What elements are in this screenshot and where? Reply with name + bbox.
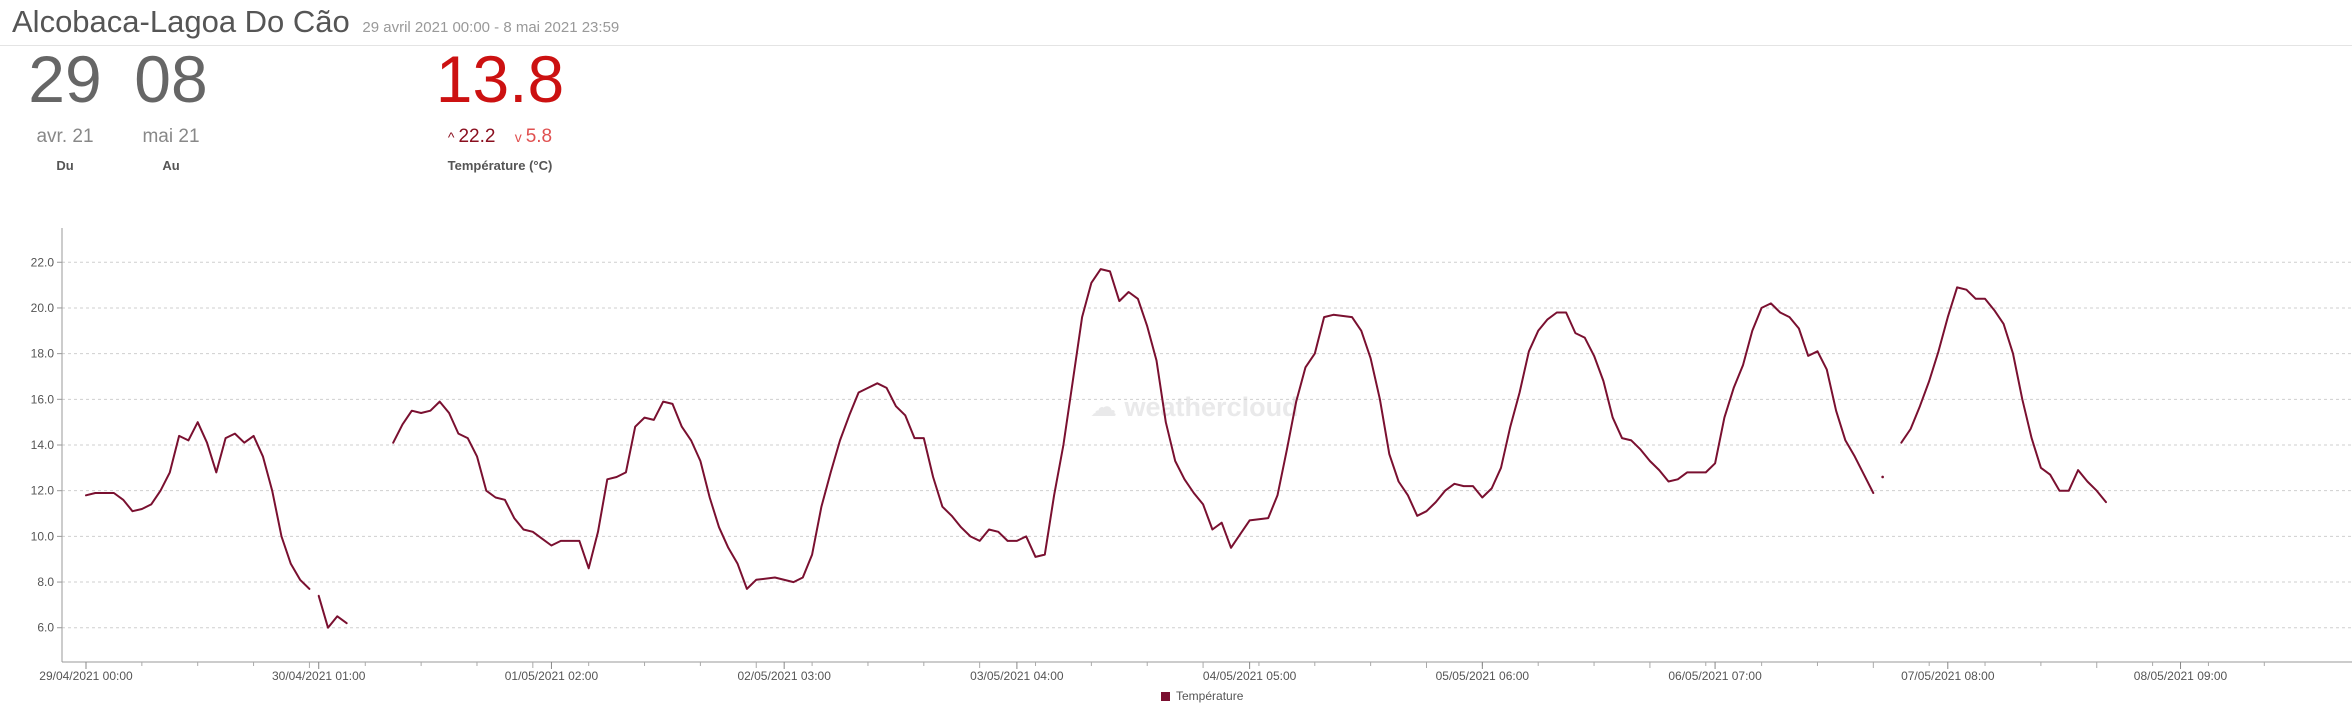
- chart-grid: [62, 261, 2352, 629]
- min-temperature: v 5.8: [515, 126, 552, 147]
- legend-label: Température: [1176, 689, 1244, 703]
- temperature-line[interactable]: [317, 594, 348, 629]
- current-temperature: 13.8: [435, 42, 565, 116]
- y-tick-label: 22.0: [31, 255, 55, 269]
- y-tick-label: 14.0: [31, 438, 55, 452]
- temperature-summary: 13.8 ^ 22.2 v 5.8 Température (°C): [420, 44, 580, 173]
- y-tick-label: 10.0: [31, 529, 55, 543]
- x-axis: 29/04/2021 00:00 30/04/2021 01:00 01/05/20…: [39, 661, 2352, 683]
- to-month: mai 21: [142, 126, 200, 147]
- cloud-icon: ☁: [1090, 392, 1117, 422]
- y-tick-label: 8.0: [37, 575, 54, 589]
- x-tick-label: 30/04/2021 01:00: [272, 669, 366, 683]
- to-label: Au: [162, 158, 180, 173]
- temperature-line[interactable]: [392, 268, 1875, 590]
- from-month: avr. 21: [36, 126, 94, 147]
- to-date: 08 mai 21 Au: [128, 44, 214, 173]
- max-temperature: ^ 22.2: [448, 126, 496, 147]
- temperature-extremes: ^ 22.2 v 5.8: [420, 126, 580, 148]
- y-tick-label: 12.0: [31, 484, 55, 498]
- x-tick-label: 01/05/2021 02:00: [505, 669, 599, 683]
- y-tick-label: 18.0: [31, 347, 55, 361]
- from-date: 29 avr. 21 Du: [22, 44, 108, 173]
- date-range: 29 avril 2021 00:00 - 8 mai 2021 23:59: [362, 19, 620, 36]
- chevron-down-icon: v: [514, 129, 522, 145]
- from-label: Du: [56, 158, 74, 173]
- temperature-line[interactable]: [1900, 286, 2107, 504]
- watermark: ☁ weathercloud: [1090, 392, 1299, 423]
- watermark-text: weathercloud: [1124, 392, 1299, 422]
- x-tick-label: 02/05/2021 03:00: [737, 669, 831, 683]
- x-tick-label: 07/05/2021 08:00: [1901, 669, 1995, 683]
- x-tick-label: 05/05/2021 06:00: [1436, 669, 1530, 683]
- temperature-point: [1881, 475, 1884, 479]
- station-title: Alcobaca-Lagoa Do Cão 29 avril 2021 00:0…: [12, 4, 619, 40]
- x-tick-label: 04/05/2021 05:00: [1203, 669, 1297, 683]
- max-temperature-value: 22.2: [458, 126, 496, 147]
- temperature-label: Température (°C): [447, 158, 553, 173]
- x-tick-label: 03/05/2021 04:00: [970, 669, 1064, 683]
- temperature-line[interactable]: [85, 421, 311, 590]
- x-tick-label: 29/04/2021 00:00: [39, 669, 133, 683]
- from-day: 29: [28, 42, 102, 116]
- x-tick-label: 08/05/2021 09:00: [2134, 669, 2228, 683]
- legend-swatch: [1161, 691, 1170, 701]
- y-tick-label: 20.0: [31, 301, 55, 315]
- chevron-up-icon: ^: [447, 129, 455, 145]
- header-bar: Alcobaca-Lagoa Do Cão 29 avril 2021 00:0…: [0, 0, 2352, 46]
- to-day: 08: [134, 42, 208, 116]
- x-tick-label: 06/05/2021 07:00: [1668, 669, 1762, 683]
- temperature-series: [85, 268, 2107, 629]
- chart-legend[interactable]: Température: [1161, 689, 1243, 703]
- min-temperature-value: 5.8: [525, 126, 553, 147]
- station-name: Alcobaca-Lagoa Do Cão: [12, 4, 350, 39]
- y-tick-label: 6.0: [37, 621, 54, 635]
- y-tick-label: 16.0: [31, 392, 55, 406]
- y-axis: 6.0 8.0 10.0 12.0 14.0 16.0 18.0 20.0 22.0: [31, 228, 63, 662]
